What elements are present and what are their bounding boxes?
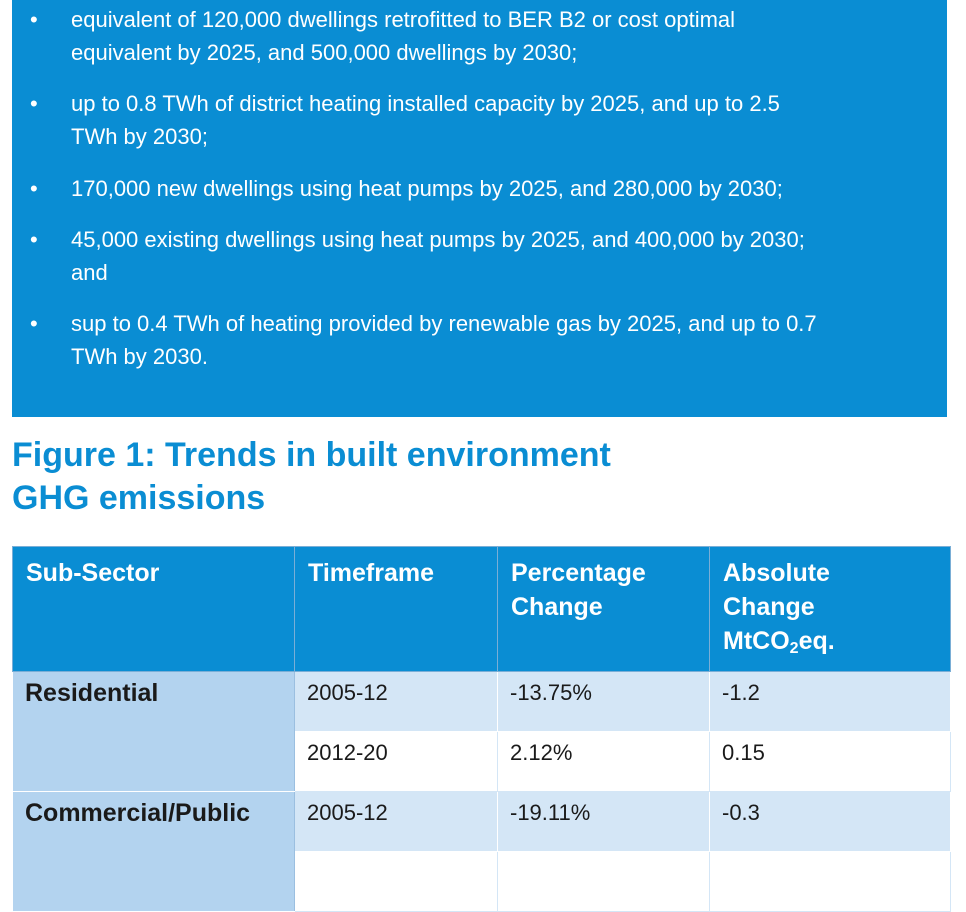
timeframe-cell: 2005-12 — [294, 671, 498, 732]
header-sub-sector: Sub-Sector — [12, 546, 295, 672]
timeframe-cell: 2012-20 — [294, 731, 498, 792]
percentage-cell — [497, 851, 710, 912]
percentage-cell: 2.12% — [497, 731, 710, 792]
table-row: Commercial/Public 2005-12 -19.11% -0.3 — [12, 791, 951, 912]
table-row: Residential 2005-12 -13.75% -1.2 — [12, 671, 951, 792]
absolute-cell: -1.2 — [709, 671, 951, 732]
policy-targets-box: • equivalent of 120,000 dwellings retrof… — [12, 0, 947, 417]
header-absolute-change: Absolute Change MtCO2eq. — [709, 546, 951, 672]
header-percentage-change: Percentage Change — [497, 546, 710, 672]
unit-label: MtCO2eq. — [723, 627, 835, 657]
sector-cell: Commercial/Public — [12, 791, 295, 912]
header-timeframe: Timeframe — [294, 546, 498, 672]
absolute-cell — [709, 851, 951, 912]
bullet-icon: • — [30, 91, 38, 116]
timeframe-cell: 2005-12 — [294, 791, 498, 852]
table-header-row: Sub-Sector Timeframe Percentage Change A… — [12, 546, 951, 672]
percentage-cell: -19.11% — [497, 791, 710, 852]
table-row: 2012-20 2.12% 0.15 — [13, 731, 951, 792]
absolute-cell: 0.15 — [709, 731, 951, 792]
figure-title: Figure 1: Trends in built environment GH… — [12, 436, 611, 517]
bullet-icon: • — [30, 176, 38, 201]
sector-cell: Residential — [12, 671, 295, 792]
percentage-cell: -13.75% — [497, 671, 710, 732]
bullet-icon: • — [30, 227, 38, 252]
bullet-icon: • — [30, 311, 38, 336]
bullet-icon: • — [30, 7, 38, 32]
timeframe-cell — [294, 851, 498, 912]
emissions-table: Sub-Sector Timeframe Percentage Change A… — [12, 546, 951, 912]
absolute-cell: -0.3 — [709, 791, 951, 852]
